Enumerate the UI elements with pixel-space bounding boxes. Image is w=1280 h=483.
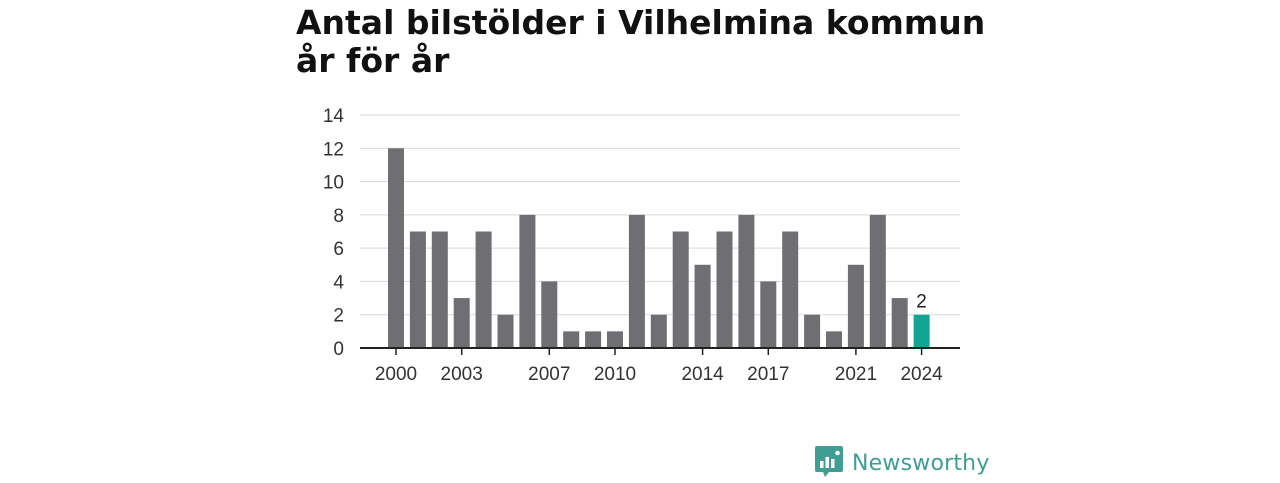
bar-2007[interactable] xyxy=(541,281,558,348)
bar-2014[interactable] xyxy=(694,264,711,348)
bar-2012[interactable] xyxy=(650,314,667,348)
y-axis-ticks: 0 2 4 6 8 10 12 14 xyxy=(323,106,345,360)
x-tick-label: 2010 xyxy=(594,364,636,385)
brand-name: Newsworthy xyxy=(852,450,990,476)
x-tick-label: 2024 xyxy=(900,364,943,385)
x-tick-label: 2003 xyxy=(441,364,483,385)
bar-2023[interactable] xyxy=(891,298,908,348)
bar-2017[interactable] xyxy=(760,281,777,348)
chart-title: Antal bilstölder i Vilhelmina kommun år … xyxy=(296,3,986,80)
bar-2006[interactable] xyxy=(519,214,536,348)
bar-2016[interactable] xyxy=(738,214,755,348)
bar-2024[interactable] xyxy=(913,314,930,348)
bar-2000[interactable] xyxy=(388,148,404,348)
x-tick-label: 2017 xyxy=(747,364,789,385)
y-tick-label: 6 xyxy=(333,239,344,260)
y-tick-label: 2 xyxy=(333,306,344,327)
data-label-2024: 2 xyxy=(916,292,927,313)
bar-2018[interactable] xyxy=(782,231,799,349)
bar-2015[interactable] xyxy=(716,231,733,349)
bar-2004[interactable] xyxy=(475,231,492,349)
bar-2001[interactable] xyxy=(409,231,426,349)
bar-2002[interactable] xyxy=(431,231,448,349)
bar-2020[interactable] xyxy=(826,331,842,348)
newsworthy-logo-icon xyxy=(814,444,844,483)
y-tick-label: 12 xyxy=(323,139,344,160)
bar-2019[interactable] xyxy=(804,314,821,348)
bar-2008[interactable] xyxy=(563,331,580,348)
newsworthy-brand[interactable]: Newsworthy xyxy=(814,444,990,483)
x-tick-label: 2007 xyxy=(528,364,570,385)
bar-2003[interactable] xyxy=(453,298,470,348)
bar-2013[interactable] xyxy=(672,231,689,349)
y-tick-label: 14 xyxy=(323,106,345,127)
data-labels: 2 xyxy=(916,292,927,313)
y-tick-label: 10 xyxy=(323,173,344,194)
bar-2009[interactable] xyxy=(585,331,602,348)
y-tick-label: 0 xyxy=(333,339,344,360)
x-tick-label: 2000 xyxy=(375,364,417,385)
y-tick-label: 8 xyxy=(333,206,344,227)
bar-2005[interactable] xyxy=(497,314,514,348)
x-tick-label: 2014 xyxy=(681,364,724,385)
y-tick-label: 4 xyxy=(333,272,344,293)
bar-2022[interactable] xyxy=(869,214,886,348)
x-axis-ticks: 2000 2003 2007 2010 2014 2017 2021 2024 xyxy=(375,348,943,385)
bar-2021[interactable] xyxy=(847,264,864,348)
bar-2010[interactable] xyxy=(607,331,623,348)
bar-2011[interactable] xyxy=(628,214,645,348)
bars xyxy=(360,148,960,349)
x-tick-label: 2021 xyxy=(835,364,877,385)
